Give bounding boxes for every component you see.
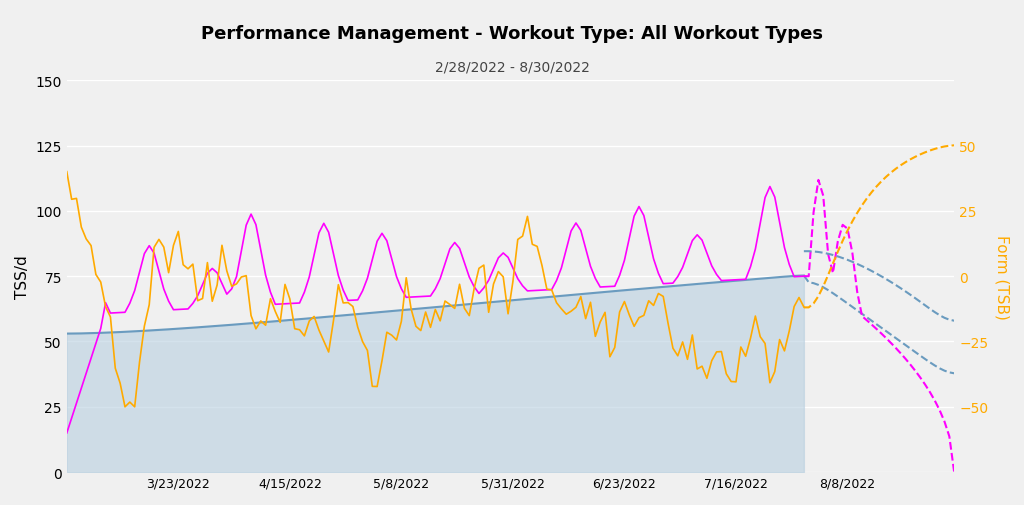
Text: 2/28/2022 - 8/30/2022: 2/28/2022 - 8/30/2022	[434, 61, 590, 75]
Y-axis label: Form (TSB): Form (TSB)	[994, 234, 1009, 319]
Text: Performance Management - Workout Type: All Workout Types: Performance Management - Workout Type: A…	[201, 25, 823, 43]
Y-axis label: TSS/d: TSS/d	[15, 255, 30, 298]
